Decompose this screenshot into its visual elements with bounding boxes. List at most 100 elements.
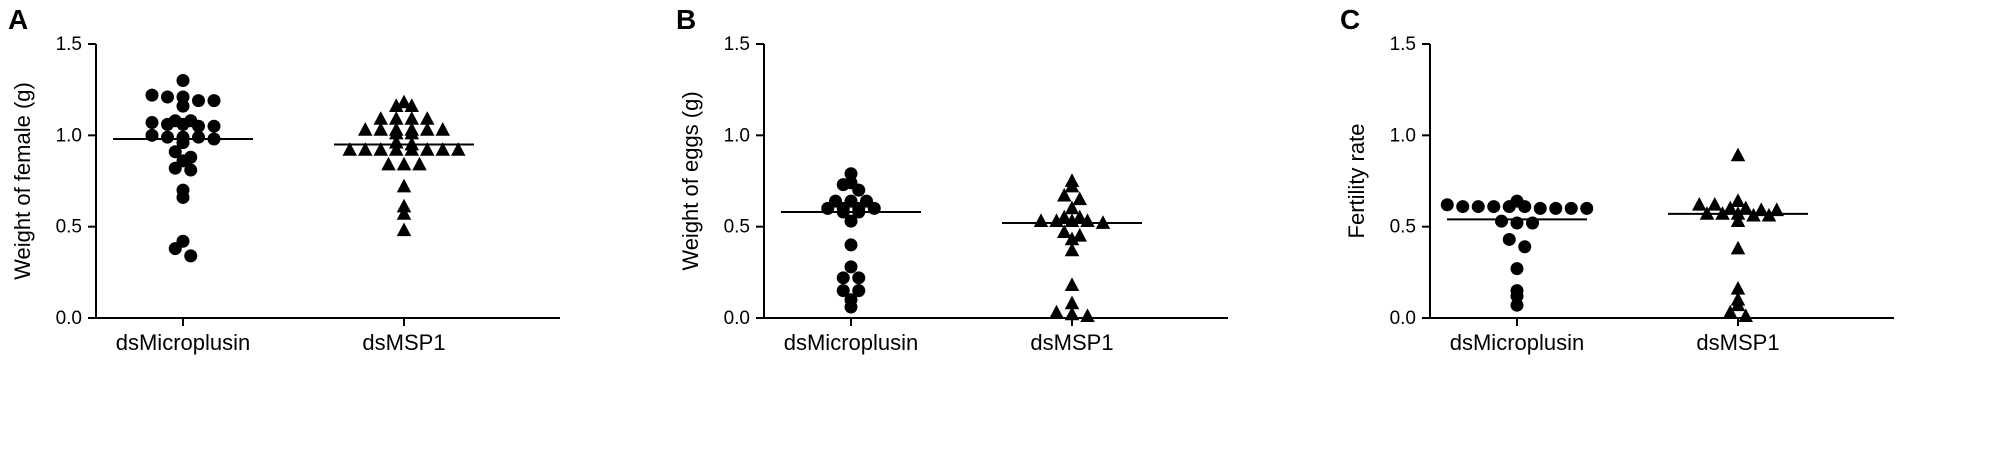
data-point [207, 119, 221, 133]
data-point [396, 156, 412, 171]
data-point [1064, 295, 1080, 310]
data-point [1510, 298, 1524, 312]
y-tick-label: 1.5 [56, 34, 82, 55]
panel-letter: C [1340, 4, 1361, 35]
data-point [168, 161, 182, 175]
data-point [1580, 201, 1594, 215]
data-point [1533, 201, 1547, 215]
data-point [207, 94, 221, 108]
data-point [1064, 178, 1080, 193]
data-point [176, 90, 190, 104]
data-point [396, 94, 412, 109]
data-point [176, 190, 190, 204]
data-point [381, 156, 396, 171]
panel-c: C 0.0 0.5 1.0 1.5 Fertility rate dsMicroplusi… [1334, 0, 2000, 457]
data-point [1064, 231, 1080, 246]
scatter-chart-c: 0.0 0.5 1.0 1.5 Fertility rate dsMicroplusin d… [1344, 34, 1894, 355]
data-point [836, 178, 850, 192]
panel-letter: A [8, 4, 29, 35]
data-point [373, 111, 388, 125]
y-tick-label: 0.0 [724, 308, 750, 329]
data-point [389, 98, 404, 112]
data-point [396, 206, 412, 220]
data-point [1471, 200, 1485, 214]
data-point [1064, 277, 1080, 291]
panel-b: B 0.0 0.5 1.0 1.5 Weight of eggs (g) dsMicrop… [668, 0, 1334, 457]
data-point [358, 122, 373, 136]
data-point [396, 198, 412, 213]
y-tick-label: 1.0 [724, 125, 750, 146]
data-point [1057, 187, 1072, 202]
data-point [358, 142, 373, 156]
data-point [420, 122, 435, 136]
y-tick-label: 0.5 [56, 217, 82, 238]
data-point [1738, 308, 1753, 323]
data-point [1518, 240, 1532, 254]
data-point [1769, 202, 1784, 217]
data-point [1707, 196, 1722, 211]
y-axis-label: Weight of female (g) [10, 82, 35, 280]
y-tick-label: 0.5 [1390, 217, 1416, 238]
data-point [852, 271, 866, 285]
data-point [176, 74, 190, 88]
data-point [420, 142, 435, 156]
data-point [435, 142, 450, 156]
data-point [1723, 304, 1738, 319]
x-tick-label: dsMSP1 [1696, 330, 1779, 355]
panel-letter: B [676, 4, 697, 35]
data-point [1064, 200, 1080, 215]
data-point [1730, 240, 1746, 255]
x-tick-label: dsMSP1 [1030, 330, 1113, 355]
data-point [1730, 297, 1746, 312]
data-point [373, 142, 388, 156]
y-tick-label: 1.5 [1390, 34, 1416, 55]
data-point [1692, 196, 1707, 211]
data-point [1072, 228, 1087, 242]
data-point [176, 117, 190, 131]
data-point [1730, 147, 1746, 162]
data-point [836, 271, 850, 285]
data-point [1564, 201, 1578, 215]
data-point [1738, 200, 1753, 215]
data-point [1057, 224, 1072, 238]
data-point [1064, 242, 1080, 257]
y-tick-label: 0.0 [1390, 308, 1416, 329]
data-point [435, 122, 450, 136]
data-point [161, 130, 174, 144]
data-point [168, 242, 182, 256]
data-point [176, 99, 190, 113]
x-tick-label: dsMicroplusin [1450, 330, 1585, 355]
data-point [844, 300, 858, 314]
y-axis-label: Fertility rate [1344, 124, 1369, 239]
data-point [342, 142, 357, 156]
data-point [1072, 191, 1087, 206]
data-point [1730, 193, 1746, 207]
data-point [389, 111, 404, 125]
data-point [184, 163, 198, 177]
data-point [161, 90, 174, 104]
data-point [192, 94, 205, 108]
y-axis-label: Weight of eggs (g) [678, 91, 703, 270]
data-point [451, 142, 466, 156]
y-tick-label: 1.5 [724, 34, 750, 55]
data-point [145, 116, 159, 130]
data-point [192, 130, 205, 144]
data-point [1456, 200, 1470, 214]
data-point [145, 88, 159, 102]
data-point [404, 125, 419, 140]
data-point [844, 214, 858, 228]
data-point [1502, 232, 1516, 246]
data-point [396, 222, 412, 237]
data-point [852, 284, 866, 298]
data-point [852, 183, 866, 197]
scatter-chart-b: 0.0 0.5 1.0 1.5 Weight of eggs (g) dsMicroplu… [678, 34, 1228, 355]
data-point [1518, 200, 1532, 214]
data-point [844, 167, 858, 181]
data-point [420, 111, 435, 125]
x-tick-label: dsMSP1 [362, 330, 445, 355]
data-point [1510, 262, 1524, 276]
data-point [1730, 280, 1746, 295]
data-point [373, 122, 388, 136]
data-point [844, 260, 858, 274]
data-point [844, 238, 858, 252]
